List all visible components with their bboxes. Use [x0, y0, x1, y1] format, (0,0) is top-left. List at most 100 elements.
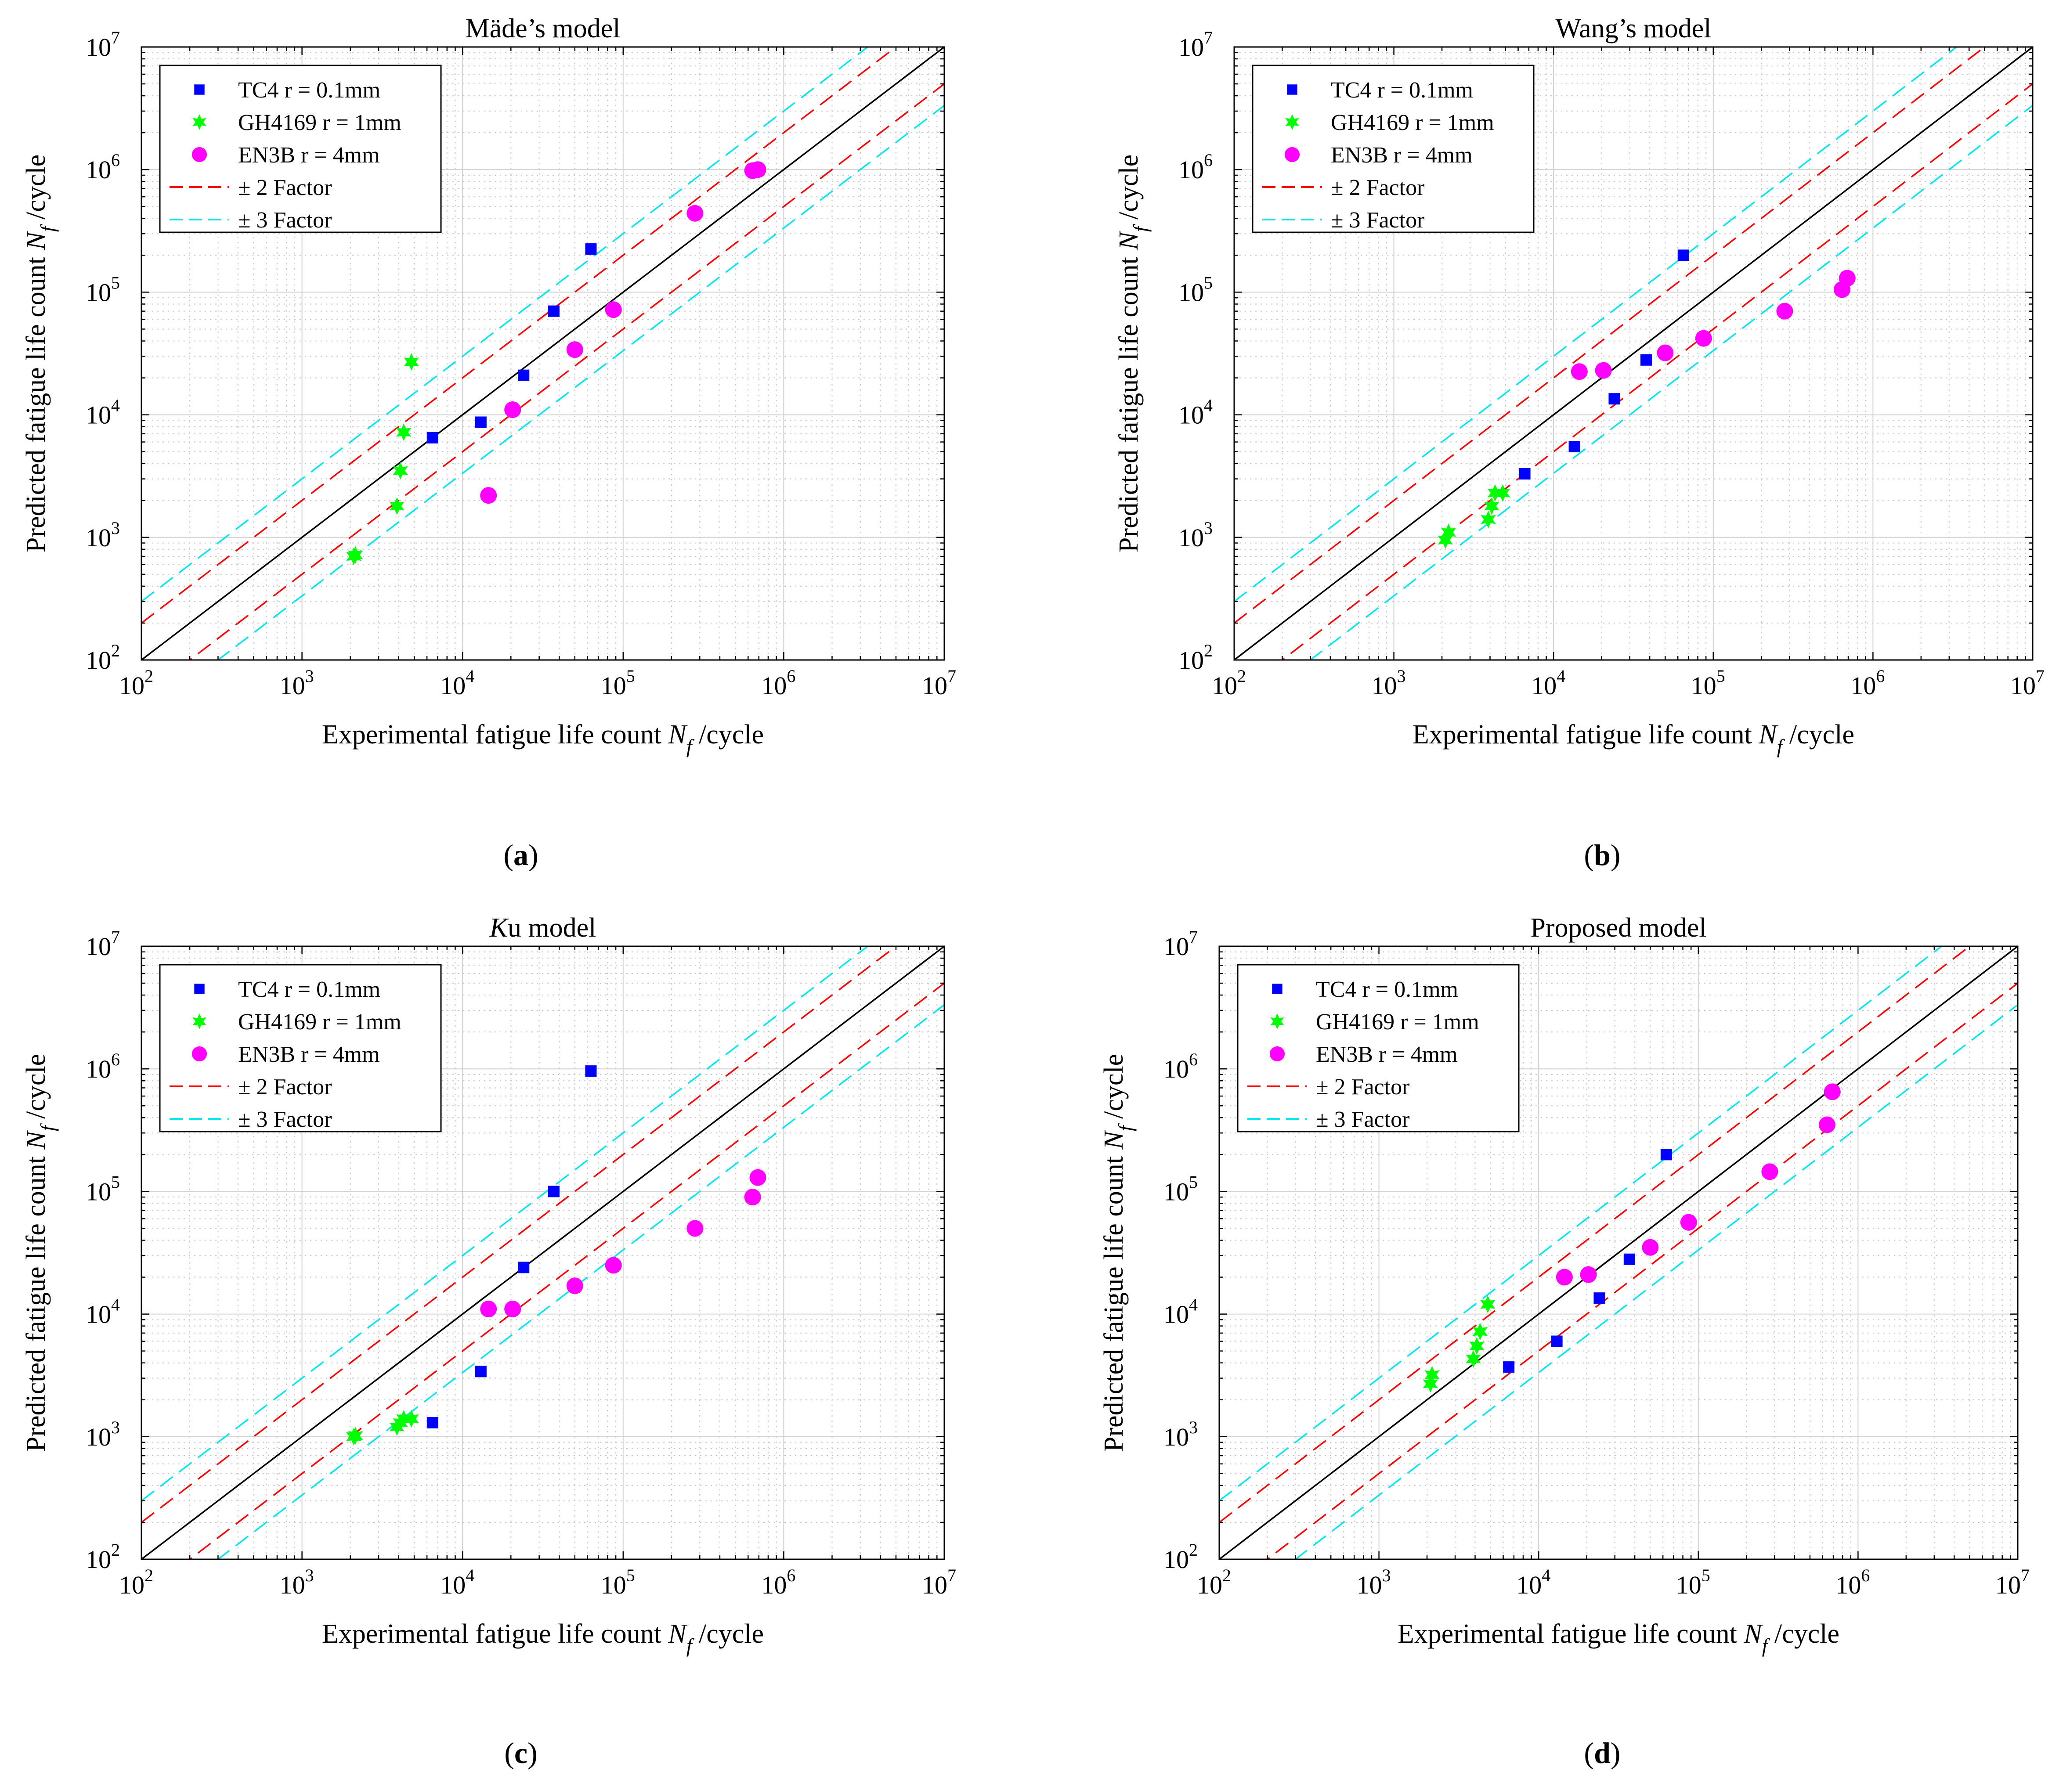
legend-marker-square [1272, 984, 1282, 994]
series-square [1503, 1149, 1672, 1373]
data-point-square [475, 416, 487, 428]
factor-2-line-upper [141, 47, 897, 624]
data-point-circle [1595, 362, 1612, 379]
data-point-circle [1580, 1266, 1597, 1283]
data-point-hexagram [389, 1418, 405, 1436]
data-point-hexagram [396, 1410, 412, 1428]
y-tick-label: 107 [1163, 927, 1198, 961]
y-tick-label: 107 [86, 28, 120, 61]
ticks [1218, 945, 2019, 1560]
legend-label: GH4169 r = 1mm [1316, 1010, 1479, 1035]
data-point-hexagram [1472, 1323, 1488, 1341]
data-point-square [1568, 441, 1580, 453]
legend-item: ± 3 Factor [170, 208, 332, 233]
x-tick-label: 103 [1357, 1565, 1391, 1599]
one-to-one-line [1219, 946, 2018, 1559]
factor-2-line-lower [1266, 982, 2018, 1559]
legend-label: EN3B r = 4mm [1316, 1042, 1458, 1067]
y-tick-label: 106 [86, 150, 120, 184]
legend-marker-hexagram [192, 1013, 206, 1029]
factor-2-line-lower [1281, 83, 2033, 660]
x-tick-label: 106 [761, 666, 795, 700]
data-point-square [1551, 1335, 1563, 1347]
data-point-circle [605, 301, 622, 318]
legend-label: ± 3 Factor [238, 1107, 332, 1132]
legend-label: ± 3 Factor [1316, 1107, 1409, 1132]
data-point-circle [744, 1189, 761, 1206]
x-tick-label: 105 [1676, 1565, 1710, 1599]
data-point-circle [1680, 1214, 1697, 1231]
legend-marker-circle [1284, 147, 1300, 162]
y-axis-label: Predicted fatigue life count Nf /cycle [21, 1054, 59, 1452]
data-point-hexagram [1441, 523, 1456, 541]
legend-item: ± 2 Factor [1247, 1074, 1409, 1100]
legend-box [159, 964, 442, 1132]
data-point-square [1593, 1292, 1605, 1304]
data-point-square [1519, 468, 1531, 480]
y-tick-label: 102 [1163, 1540, 1198, 1574]
one-to-one-line [141, 946, 944, 1559]
legend-item: GH4169 r = 1mm [1285, 110, 1494, 135]
legend-item: GH4169 r = 1mm [192, 110, 401, 135]
series-square [1519, 249, 1689, 480]
legend-marker-circle [191, 147, 207, 162]
y-tick-label: 102 [86, 641, 120, 674]
x-tick-label: 105 [1691, 666, 1725, 700]
data-point-circle [605, 1257, 622, 1274]
data-point-circle [1571, 363, 1588, 380]
legend-label: TC4 r = 0.1mm [1316, 977, 1458, 1002]
x-tick-label: 107 [1995, 1565, 2030, 1599]
reference-lines [1219, 946, 2018, 1559]
data-point-square [548, 1186, 560, 1197]
legend-label: GH4169 r = 1mm [238, 1010, 401, 1035]
factor-3-line-upper [1234, 47, 1958, 602]
data-point-circle [1761, 1163, 1778, 1180]
x-tick-label: 104 [440, 666, 474, 700]
y-tick-label: 104 [86, 1295, 120, 1329]
y-tick-label: 104 [1163, 1295, 1198, 1329]
x-tick-label: 106 [1850, 666, 1885, 700]
x-tick-label: 103 [280, 666, 314, 700]
grid [1219, 946, 2018, 1559]
data-point-square [548, 305, 560, 317]
y-tick-label: 102 [1178, 641, 1213, 674]
data-point-square [518, 369, 530, 381]
legend-marker-hexagram [192, 114, 206, 130]
data-point-hexagram [1480, 1295, 1496, 1313]
panel-title: Ku model [489, 913, 596, 943]
series-square [426, 1065, 597, 1428]
y-axis-label: Predicted fatigue life count Nf /cycle [1114, 155, 1152, 552]
series-hexagram [1438, 484, 1510, 549]
factor-3-line-lower [217, 1004, 944, 1559]
x-tick-label: 103 [280, 1565, 314, 1599]
x-axis-label: Experimental fatigue life count Nf /cycl… [1398, 1619, 1839, 1657]
legend-item: GH4169 r = 1mm [1270, 1010, 1479, 1035]
y-tick-label: 103 [1163, 1417, 1198, 1451]
data-point-square [1660, 1149, 1672, 1161]
data-point-circle [1695, 330, 1712, 347]
legend-label: TC4 r = 0.1mm [1331, 78, 1473, 103]
data-point-square [1677, 249, 1689, 261]
y-axis-label: Predicted fatigue life count Nf /cycle [21, 155, 59, 552]
data-point-square [426, 432, 438, 443]
ticks [141, 46, 945, 661]
legend-label: ± 2 Factor [238, 1074, 332, 1100]
legend-item: ± 2 Factor [170, 1074, 332, 1100]
one-to-one-line [1234, 47, 2033, 660]
data-point-circle [1776, 303, 1793, 320]
legend-box [159, 65, 442, 233]
axes-frame [141, 46, 945, 661]
x-tick-label: 107 [922, 1565, 956, 1599]
data-point-hexagram [1481, 511, 1496, 528]
data-point-hexagram [1423, 1375, 1438, 1393]
factor-2-line-upper [1219, 946, 1971, 1523]
axes-frame [141, 945, 945, 1560]
y-tick-label: 102 [86, 1540, 120, 1574]
legend-label: EN3B r = 4mm [238, 143, 380, 168]
factor-2-line-upper [1234, 47, 1986, 624]
factor-3-line-upper [1219, 946, 1943, 1502]
legend-item: TC4 r = 0.1mm [1287, 78, 1473, 103]
data-point-hexagram [1438, 531, 1453, 549]
data-point-circle [480, 487, 497, 504]
y-tick-label: 105 [1178, 273, 1213, 306]
